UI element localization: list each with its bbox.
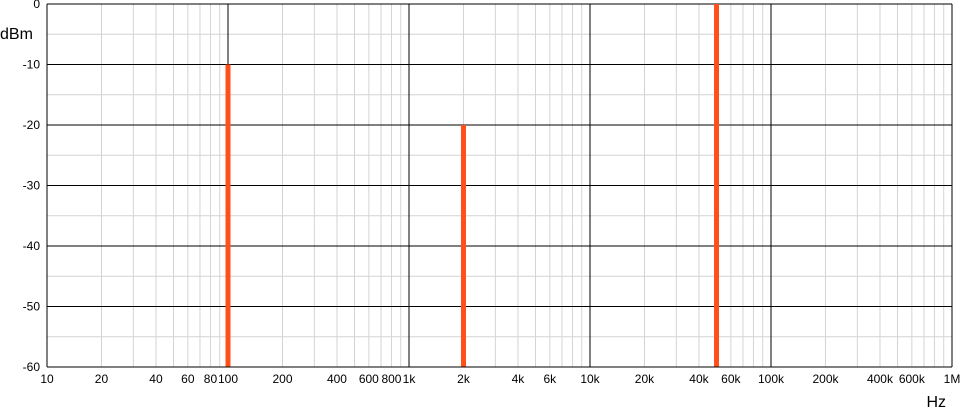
y-axis-unit: dBm — [0, 26, 33, 43]
x-tick-label: 100k — [758, 372, 785, 386]
bar — [225, 64, 231, 367]
x-tick-label: 1k — [403, 372, 417, 386]
bars — [225, 4, 720, 367]
x-tick-label: 600 — [359, 372, 379, 386]
x-tick-label: 1M — [944, 372, 961, 386]
x-tick-label: 10k — [580, 372, 600, 386]
x-tick-label: 60 — [181, 372, 195, 386]
y-tick-label: -60 — [23, 360, 41, 374]
x-tick-label: 200k — [812, 372, 839, 386]
x-tick-label: 10 — [40, 372, 54, 386]
x-tick-label: 4k — [512, 372, 526, 386]
x-tick-label: 400k — [867, 372, 894, 386]
x-tick-label: 2k — [457, 372, 471, 386]
y-tick-label: -20 — [23, 118, 41, 132]
bar — [460, 125, 466, 367]
y-tick-label: -10 — [23, 58, 41, 72]
x-tick-label: 80 — [204, 372, 218, 386]
y-tick-label: -50 — [23, 300, 41, 314]
y-tick-label: -40 — [23, 239, 41, 253]
x-tick-label: 40k — [689, 372, 709, 386]
x-tick-label: 800 — [381, 372, 401, 386]
x-tick-label: 6k — [544, 372, 558, 386]
x-tick-label: 60k — [721, 372, 741, 386]
x-tick-label: 20 — [95, 372, 109, 386]
y-tick-label: -30 — [23, 179, 41, 193]
x-axis-unit: Hz — [926, 394, 946, 408]
x-tick-label: 400 — [327, 372, 347, 386]
x-tick-labels: 10 20 40 60 80 100 200 400 600 800 1k 2k 4k 6k 10k 20k 4… — [40, 372, 960, 386]
x-tick-label: 100 — [218, 372, 238, 386]
x-tick-label: 600k — [899, 372, 926, 386]
bar — [714, 4, 720, 367]
x-tick-label: 200 — [272, 372, 292, 386]
y-tick-label: 0 — [33, 0, 40, 11]
y-tick-labels: 0 -10 -20 -30 -40 -50 -60 — [23, 0, 41, 374]
x-tick-label: 20k — [635, 372, 655, 386]
x-tick-label: 40 — [149, 372, 163, 386]
